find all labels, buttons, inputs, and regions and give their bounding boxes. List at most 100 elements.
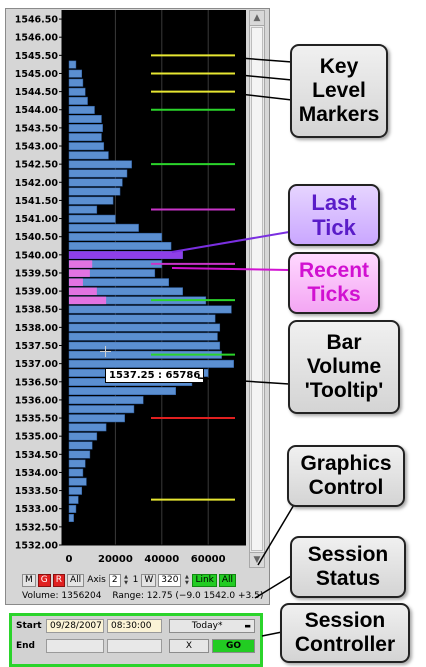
volume-bar[interactable] <box>68 423 107 432</box>
volume-bar[interactable] <box>68 96 88 105</box>
callout-line: Level <box>312 78 366 102</box>
x-tick-label: 0 <box>66 554 73 565</box>
r-toggle-button[interactable]: R <box>52 573 66 587</box>
range-value: 12.75 (−9.0 1542.0 +3.5) <box>146 591 264 601</box>
recent-tick-bar <box>69 296 107 305</box>
y-tick-label: 1539.50 <box>15 268 59 279</box>
scroll-up-icon[interactable]: ▲ <box>250 11 264 26</box>
y-tick-label: 1534.00 <box>15 468 59 479</box>
recent-tick-bar <box>69 287 97 296</box>
spin-down-icon[interactable]: ▼ <box>124 580 129 586</box>
volume-bar[interactable] <box>68 151 109 160</box>
volume-bar[interactable] <box>68 332 218 341</box>
volume-bar[interactable] <box>68 468 84 477</box>
y-tick-label: 1546.00 <box>15 33 59 44</box>
volume-bar[interactable] <box>68 160 132 169</box>
volume-bar[interactable] <box>68 450 91 459</box>
volume-bar[interactable] <box>68 341 221 350</box>
volume-bar[interactable] <box>68 414 125 423</box>
volume-bar[interactable] <box>68 124 103 133</box>
volume-bar[interactable] <box>68 214 116 223</box>
all-link-button[interactable]: All <box>218 573 237 587</box>
volume-bar[interactable] <box>68 514 74 522</box>
volume-bar[interactable] <box>68 142 105 151</box>
volume-bar[interactable] <box>68 69 83 78</box>
y-tick-label: 1534.50 <box>15 450 59 461</box>
y-tick-label: 1537.50 <box>15 341 59 352</box>
volume-bar[interactable] <box>68 115 102 123</box>
volume-bar[interactable] <box>68 78 84 87</box>
y-tick-label: 1535.00 <box>15 432 59 443</box>
volume-bar[interactable] <box>68 60 77 69</box>
width-input[interactable]: 320 <box>158 573 182 587</box>
y-tick-label: 1532.00 <box>15 541 59 552</box>
axis-input[interactable]: 2 <box>108 573 121 587</box>
dropdown-icon: ▬ <box>244 622 251 630</box>
volume-bar[interactable] <box>68 441 93 450</box>
spin-up-icon[interactable]: ▲ <box>124 574 129 580</box>
volume-bar[interactable] <box>68 359 234 368</box>
volume-bar[interactable] <box>68 432 98 441</box>
width-stepper[interactable]: ▲ ▼ <box>183 574 190 587</box>
end-label: End <box>16 641 35 651</box>
volume-bar[interactable] <box>68 169 128 178</box>
volume-bar[interactable] <box>68 133 102 142</box>
link-button[interactable]: Link <box>192 573 217 587</box>
volume-bar[interactable] <box>68 477 87 486</box>
scroll-thumb[interactable] <box>251 27 263 551</box>
go-button[interactable]: GO <box>212 639 255 653</box>
spin-up-icon[interactable]: ▲ <box>185 574 189 580</box>
start-time-input[interactable]: 08:30:00 <box>107 619 162 633</box>
y-tick-label: 1543.50 <box>15 123 59 134</box>
end-date-input[interactable] <box>46 639 104 653</box>
volume-bar[interactable] <box>68 504 77 513</box>
y-tick-label: 1533.00 <box>15 504 59 515</box>
callout-line: Status <box>315 567 381 590</box>
volume-bar[interactable] <box>68 459 86 468</box>
volume-bar[interactable] <box>68 205 98 214</box>
y-tick-label: 1543.00 <box>15 142 59 153</box>
callout-line: Control <box>308 476 384 499</box>
w-prefix: 1 <box>132 575 139 585</box>
volume-bar[interactable] <box>68 314 216 323</box>
volume-bar[interactable] <box>68 396 144 405</box>
volume-bar[interactable] <box>68 196 114 205</box>
volume-bar[interactable] <box>68 178 123 187</box>
g-toggle-button[interactable]: G <box>37 573 51 587</box>
y-tick-label: 1536.50 <box>15 377 59 388</box>
volume-bar[interactable] <box>68 105 95 114</box>
volume-bar[interactable] <box>68 305 232 314</box>
vertical-scrollbar[interactable]: ▲ ▼ <box>249 10 265 568</box>
y-tick-label: 1542.50 <box>15 160 59 171</box>
volume-bar[interactable] <box>68 323 221 332</box>
preset-dropdown[interactable]: Today* ▬ <box>169 619 255 633</box>
volume-bar[interactable] <box>68 241 172 250</box>
volume-bar[interactable] <box>68 187 121 196</box>
volume-bar[interactable] <box>68 495 79 504</box>
volume-bar[interactable] <box>68 87 86 96</box>
recent-tick-bar <box>69 269 90 277</box>
scroll-down-icon[interactable]: ▼ <box>250 552 264 567</box>
spin-down-icon[interactable]: ▼ <box>185 580 189 586</box>
callout-line: 'Tooltip' <box>304 379 384 403</box>
cancel-button[interactable]: X <box>169 639 209 653</box>
volume-bar[interactable] <box>68 223 139 232</box>
start-date-input[interactable]: 09/28/2007 <box>46 619 104 633</box>
end-time-input[interactable] <box>107 639 162 653</box>
y-tick-label: 1532.50 <box>15 522 59 533</box>
all-button[interactable]: All <box>67 573 85 587</box>
y-tick-label: 1536.00 <box>15 395 59 406</box>
axis-stepper[interactable]: ▲ ▼ <box>123 574 130 587</box>
callout-graphics-control: Graphics Control <box>287 445 405 507</box>
volume-bar[interactable] <box>68 486 83 495</box>
volume-bar[interactable] <box>68 232 163 241</box>
x-tick-label: 60000 <box>191 554 226 565</box>
volume-bar[interactable] <box>68 387 176 396</box>
callout-line: Graphics <box>300 451 392 475</box>
volume-bar[interactable] <box>68 405 135 414</box>
m-toggle-button[interactable]: M <box>22 573 36 587</box>
w-button[interactable]: W <box>141 573 157 587</box>
bar-volume-tooltip: 1537.25 : 65786 <box>105 368 205 383</box>
